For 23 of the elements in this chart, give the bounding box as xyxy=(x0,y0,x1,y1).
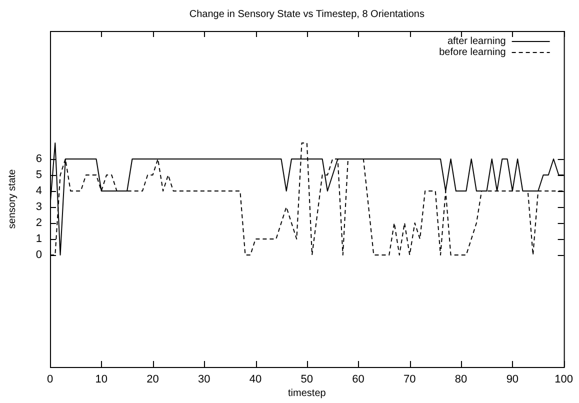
x-tick-label: 60 xyxy=(352,374,364,386)
x-tick-label: 20 xyxy=(146,374,159,386)
x-tick-label: 100 xyxy=(554,374,574,386)
x-tick-label: 80 xyxy=(454,374,468,386)
x-tick-label: 50 xyxy=(300,374,314,386)
x-tick-label: 0 xyxy=(46,374,54,386)
y-axis-title: sensory state xyxy=(6,168,18,229)
y-tick-label: 3 xyxy=(36,201,42,214)
chart-title: Change in Sensory State vs Timestep, 8 Orientations xyxy=(189,8,424,20)
x-axis-title: timestep xyxy=(288,388,326,399)
x-tick-label: 90 xyxy=(506,374,519,386)
y-tick-label: 4 xyxy=(36,185,42,198)
y-tick-label: 1 xyxy=(36,233,42,246)
y-tick-label: 2 xyxy=(36,217,42,230)
y-tick-label: 6 xyxy=(36,153,42,166)
x-tick-label: 30 xyxy=(198,374,210,386)
x-tick-label: 10 xyxy=(95,374,108,386)
x-tick-label: 70 xyxy=(404,374,416,386)
y-tick-label: 0 xyxy=(36,249,42,262)
y-tick-label: 5 xyxy=(36,169,42,182)
x-tick-label: 40 xyxy=(249,374,262,386)
legend-label: before learning xyxy=(439,46,506,58)
legend-label: after learning xyxy=(447,36,506,47)
